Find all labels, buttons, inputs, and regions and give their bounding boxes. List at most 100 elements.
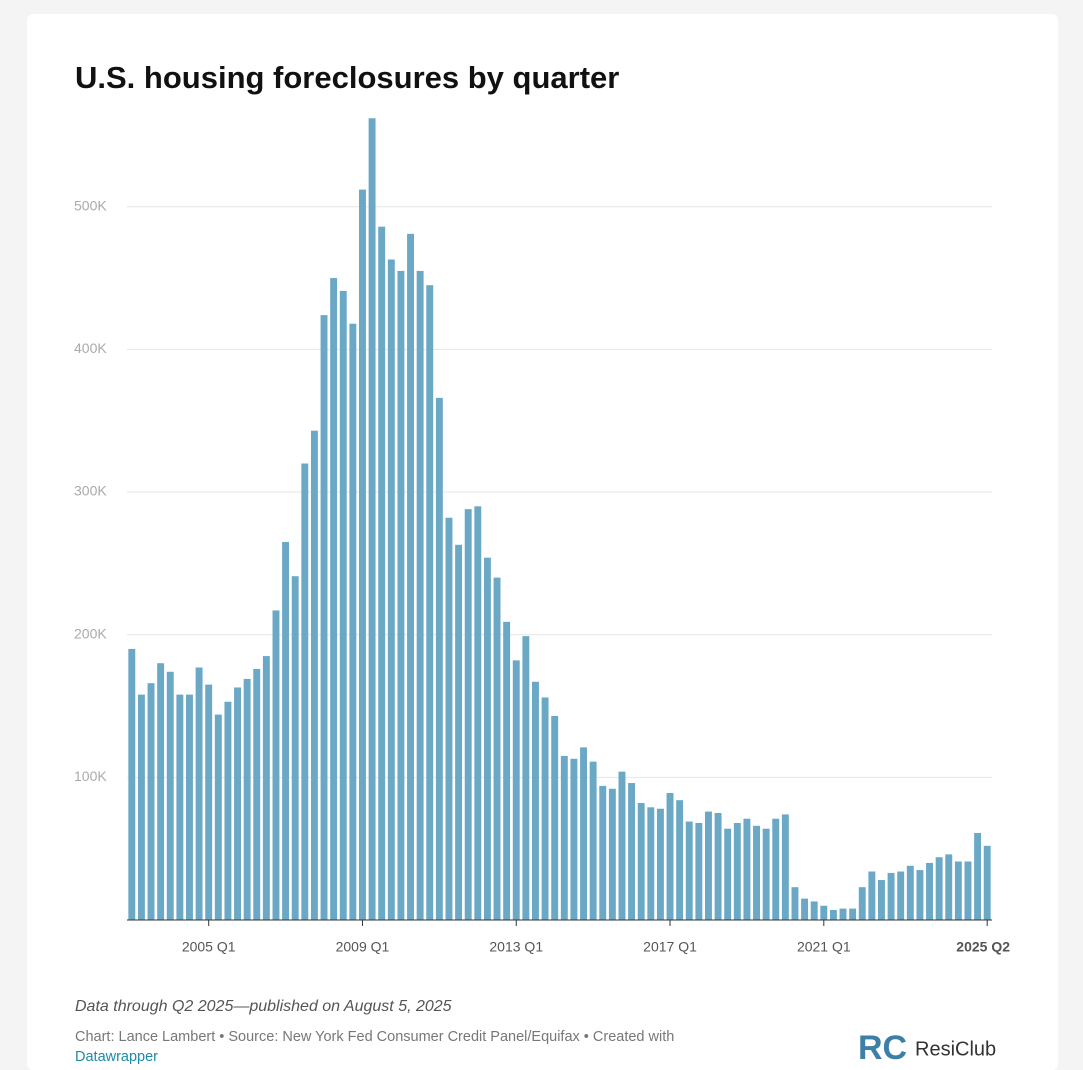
bar [253,668,261,920]
bar [868,871,876,920]
logo-mark: RC [858,1029,907,1067]
bar [954,861,962,920]
x-tick-label: 2017 Q1 [643,939,697,955]
bar [320,315,328,920]
bar [801,898,809,920]
bar [599,785,607,920]
bar [503,621,511,920]
bar [339,290,347,920]
bar [137,694,145,920]
bar [849,908,857,920]
bar [839,908,847,920]
chart-title: U.S. housing foreclosures by quarter [75,60,619,95]
bar [368,118,376,920]
notes: Data through Q2 2025—published on August… [75,998,452,1015]
bar [522,636,530,920]
bar [724,828,732,920]
bar [945,854,953,920]
bar [551,716,559,920]
bar [214,714,222,920]
bar [685,821,693,920]
x-tick-label: 2009 Q1 [336,939,390,955]
bar [157,663,165,920]
bar [426,285,434,920]
bar [906,865,914,920]
x-tick-label: 2005 Q1 [182,939,236,955]
bar [608,788,616,920]
bar [935,857,943,920]
x-tick-label: 2013 Q1 [489,939,543,955]
bar [974,832,982,920]
bar [714,813,722,920]
bar [349,323,357,921]
bar [897,871,905,920]
bar [224,701,232,920]
y-tick-label: 200K [74,625,107,641]
x-tick-label: 2025 Q2 [956,939,1010,955]
bar [532,681,539,920]
bar [407,233,414,921]
bar [887,872,895,920]
bar [186,694,193,920]
bar [282,541,290,920]
bar [262,656,270,920]
bar [781,814,789,920]
bar [301,463,309,920]
bar [733,822,741,920]
bar [647,807,655,920]
bar [166,671,174,920]
bar [810,901,818,920]
bar [589,761,597,920]
bar [762,828,770,920]
bar [176,694,184,920]
bar [474,506,482,920]
bar [878,880,885,920]
bar [464,509,472,920]
x-tick-label: 2021 Q1 [797,939,851,955]
bar [829,910,837,920]
bar [916,870,924,920]
bar [378,226,386,921]
bar [512,660,520,920]
bar [705,811,712,920]
bar [483,557,491,920]
bar [310,430,318,920]
bar [964,861,972,920]
bar [676,800,684,920]
bar [983,845,991,920]
bar [147,683,155,920]
bar [628,783,636,920]
bar [387,259,395,921]
bar [695,822,703,920]
bar [926,862,933,920]
bar [858,887,866,920]
bar [195,667,203,920]
bar [416,270,424,920]
bar [272,610,280,920]
source-link[interactable]: Datawrapper [75,1049,158,1065]
bar [205,684,213,920]
bar [330,278,338,920]
bar [820,905,828,920]
y-tick-label: 400K [74,340,107,356]
bar [493,577,501,920]
bar [753,825,760,920]
bar [435,397,443,920]
bar [445,517,453,920]
bar [580,747,587,920]
y-tick-label: 100K [74,768,107,784]
bar [397,270,405,920]
bar [743,818,751,920]
bar [541,697,549,920]
y-tick-label: 300K [74,483,107,499]
bar [637,803,645,920]
bar [618,771,626,920]
bar [772,818,780,920]
bar [570,758,578,920]
bar [291,576,299,920]
bar [455,544,463,920]
y-tick-label: 500K [74,197,107,213]
bar [560,755,568,920]
